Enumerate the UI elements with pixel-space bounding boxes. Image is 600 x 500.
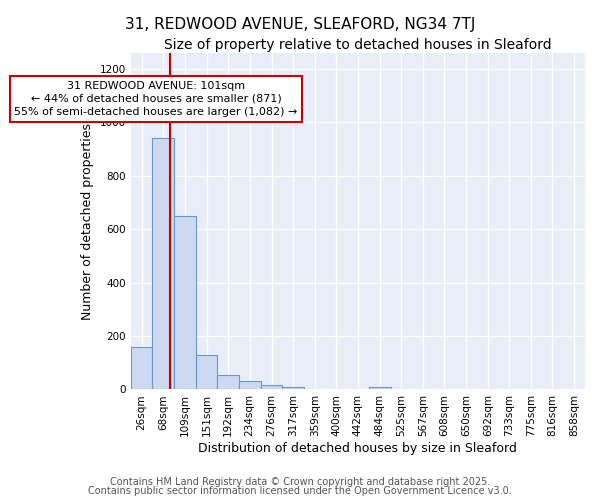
Bar <box>152 138 174 390</box>
Bar <box>369 388 391 390</box>
Bar <box>282 387 304 390</box>
Text: Contains public sector information licensed under the Open Government Licence v3: Contains public sector information licen… <box>88 486 512 496</box>
Text: Contains HM Land Registry data © Crown copyright and database right 2025.: Contains HM Land Registry data © Crown c… <box>110 477 490 487</box>
Bar <box>131 346 152 390</box>
Bar <box>174 216 196 390</box>
Text: 31 REDWOOD AVENUE: 101sqm
← 44% of detached houses are smaller (871)
55% of semi: 31 REDWOOD AVENUE: 101sqm ← 44% of detac… <box>14 80 298 117</box>
Bar <box>260 386 283 390</box>
Text: 31, REDWOOD AVENUE, SLEAFORD, NG34 7TJ: 31, REDWOOD AVENUE, SLEAFORD, NG34 7TJ <box>125 18 475 32</box>
Bar <box>239 382 260 390</box>
X-axis label: Distribution of detached houses by size in Sleaford: Distribution of detached houses by size … <box>199 442 517 455</box>
Bar <box>196 354 217 390</box>
Y-axis label: Number of detached properties: Number of detached properties <box>81 122 94 320</box>
Title: Size of property relative to detached houses in Sleaford: Size of property relative to detached ho… <box>164 38 551 52</box>
Bar <box>217 375 239 390</box>
